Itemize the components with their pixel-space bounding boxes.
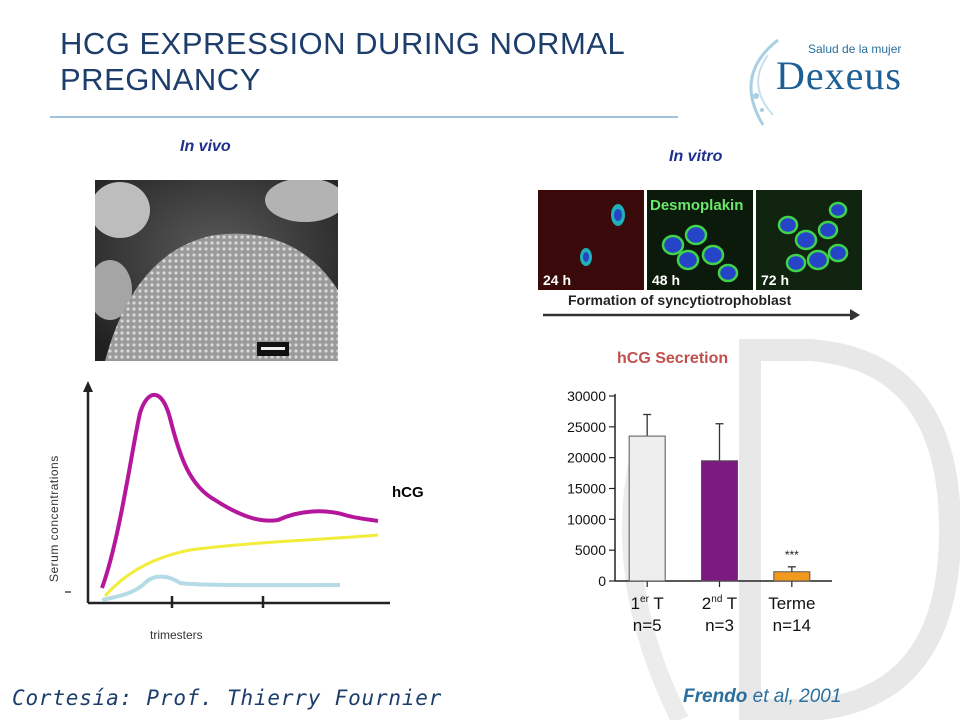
micro-arrow-label: Formation of syncytiotrophoblast — [568, 292, 792, 308]
category-label-main: 2 — [702, 594, 711, 613]
category-label: 1er T — [631, 594, 664, 613]
hcg-legend-label: hCG — [392, 484, 424, 501]
citation: Frendo et al, 2001 — [683, 686, 841, 708]
fluorescence-microscopy-image: Desmoplakin 24 h 48 h 72 h Formation of … — [538, 190, 862, 320]
bar — [628, 435, 666, 582]
category-label-sup: er — [640, 594, 650, 605]
logo-tagline: Salud de la mujer — [808, 42, 902, 56]
sem-micrograph-image — [95, 180, 338, 361]
bar — [773, 571, 811, 582]
micro-frame-24h: 24 h — [543, 272, 571, 288]
in-vitro-label: In vitro — [669, 148, 723, 165]
y-tick-label: 5000 — [575, 542, 606, 558]
micro-stain-label: Desmoplakin — [650, 197, 743, 214]
y-tick-label: 0 — [598, 573, 606, 589]
bar — [701, 460, 738, 582]
arrow-up-icon — [83, 381, 93, 392]
category-label-tail: T — [649, 594, 664, 613]
blue-hormone-curve — [101, 574, 341, 602]
page-title: HCG EXPRESSION DURING NORMAL PREGNANCY — [60, 26, 625, 97]
hcg-curve — [100, 392, 379, 589]
category-label-main: Terme — [768, 594, 815, 613]
y-tick-label: 20000 — [567, 450, 606, 466]
y-axis-label: Serum concentrations — [47, 455, 61, 582]
citation-rest: et al, 2001 — [747, 686, 842, 707]
category-sample-size: n=5 — [633, 616, 662, 635]
micro-frame-72h: 72 h — [761, 272, 789, 288]
serum-concentration-diagram: Serum concentrations trimesters — [47, 381, 390, 642]
category-sample-size: n=14 — [773, 616, 811, 635]
category-label-tail: T — [722, 594, 737, 613]
yellow-hormone-curve — [103, 533, 379, 597]
logo-wordmark: Dexeus — [776, 53, 902, 98]
x-axis-label: trimesters — [150, 628, 203, 642]
dexeus-logo-icon — [749, 38, 779, 126]
category-label-main: 1 — [631, 594, 640, 613]
y-tick-label: 10000 — [567, 511, 606, 527]
category-label: 2nd T — [702, 594, 737, 613]
y-tick-label: 15000 — [567, 481, 606, 497]
category-label-sup: nd — [711, 594, 722, 605]
title-divider — [50, 116, 678, 118]
y-tick-label: 30000 — [567, 388, 606, 404]
citation-author: Frendo — [683, 686, 748, 707]
micro-frame-48h: 48 h — [652, 272, 680, 288]
y-tick-label: 25000 — [567, 419, 606, 435]
arrow-right-icon — [850, 309, 860, 320]
category-sample-size: n=3 — [705, 616, 734, 635]
significance-annotation: *** — [785, 548, 799, 562]
in-vivo-label: In vivo — [180, 138, 231, 155]
chart-title: hCG Secretion — [617, 350, 729, 367]
category-label: Terme — [768, 594, 815, 613]
courtesy-credit: Cortesía: Prof. Thierry Fournier — [12, 686, 443, 710]
